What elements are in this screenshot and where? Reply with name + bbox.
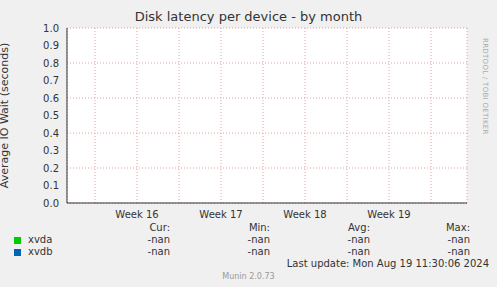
html-text:-nan: -nan [347, 234, 370, 245]
html-text:Min:: Min: [248, 222, 270, 233]
svg-text:0.5: 0.5 [43, 110, 59, 121]
html-text:RRDTOOL / TOBI OETIKER: RRDTOOL / TOBI OETIKER [481, 38, 489, 135]
html-text:-nan: -nan [147, 246, 170, 257]
svg-text:0.2: 0.2 [43, 163, 59, 174]
html-text:Avg:: Avg: [348, 222, 370, 233]
html-text:-nan: -nan [247, 234, 270, 245]
svg-text:0.1: 0.1 [43, 180, 59, 191]
html-text:Max:: Max: [446, 222, 470, 233]
html-text:Disk latency per device - by m: Disk latency per device - by month [134, 9, 363, 24]
html-text:-nan: -nan [447, 234, 470, 245]
html-text:Cur:: Cur: [149, 222, 170, 233]
html-text:-nan: -nan [147, 234, 170, 245]
svg-text:1.0: 1.0 [43, 23, 59, 34]
html-text:xvda: xvda [28, 234, 53, 245]
html-text:-nan: -nan [247, 246, 270, 257]
svg-text:Week 18: Week 18 [283, 209, 326, 220]
html-text:-nan: -nan [347, 246, 370, 257]
html-text:-nan: -nan [447, 246, 470, 257]
svg-text:Week 19: Week 19 [367, 209, 410, 220]
svg-text:0.3: 0.3 [43, 145, 59, 156]
svg-text:0.9: 0.9 [43, 40, 59, 51]
html-text:Munin 2.0.73: Munin 2.0.73 [222, 272, 275, 281]
html-text:Last update: Mon Aug 19 11:30:: Last update: Mon Aug 19 11:30:06 2024 [286, 258, 489, 269]
svg-text:0.8: 0.8 [43, 58, 59, 69]
svg-text:Week 17: Week 17 [199, 209, 242, 220]
svg-text:Week 16: Week 16 [115, 209, 158, 220]
html-text:xvdb: xvdb [28, 246, 53, 257]
svg-text:0.4: 0.4 [43, 128, 59, 139]
svg-text:0.6: 0.6 [43, 93, 59, 104]
svg-text:0.7: 0.7 [43, 75, 59, 86]
svg-text:Average IO Wait (seconds): Average IO Wait (seconds) [8, 43, 11, 188]
svg-text:0.0: 0.0 [43, 198, 59, 209]
